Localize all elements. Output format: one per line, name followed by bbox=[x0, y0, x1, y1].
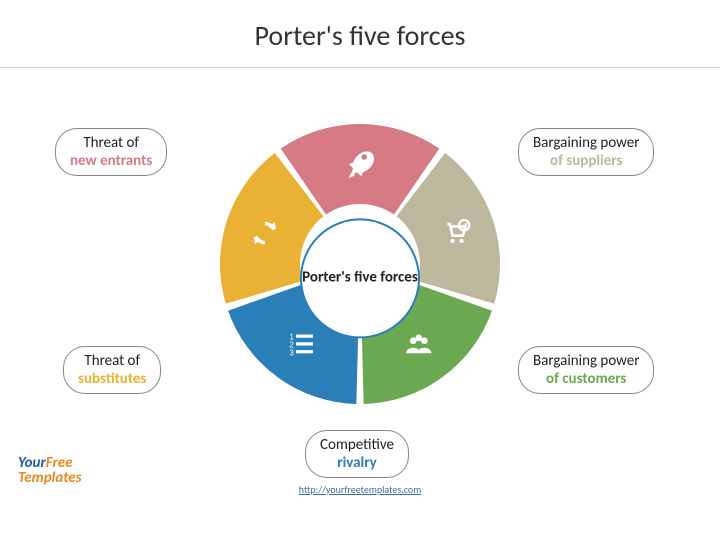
label-bargaining-suppliers: Bargaining powerof suppliers bbox=[518, 128, 654, 176]
label-line1: Bargaining power bbox=[533, 352, 639, 370]
label-threat-new-entrants: Threat ofnew entrants bbox=[55, 128, 167, 176]
label-line2: new entrants bbox=[70, 152, 152, 170]
chart-area: 123 Porter's five forces Threat ofnew en… bbox=[0, 68, 720, 508]
logo-part-templates: Templates bbox=[18, 469, 82, 487]
label-line2: of customers bbox=[533, 370, 639, 388]
label-line1: Threat of bbox=[70, 134, 152, 152]
label-line1: Bargaining power bbox=[533, 134, 639, 152]
footer-link[interactable]: http://yourfreetemplates.com bbox=[299, 483, 421, 496]
label-line2: rivalry bbox=[320, 454, 394, 472]
page-title: Porter's five forces bbox=[0, 0, 720, 53]
label-threat-substitutes: Threat ofsubstitutes bbox=[63, 346, 161, 394]
brand-logo: YourFree Templates bbox=[18, 456, 82, 486]
center-label: Porter's five forces bbox=[300, 218, 420, 338]
label-competitive-rivalry: Competitiverivalry bbox=[305, 430, 409, 478]
label-line1: Threat of bbox=[78, 352, 146, 370]
label-bargaining-customers: Bargaining powerof customers bbox=[518, 346, 654, 394]
label-line1: Competitive bbox=[320, 436, 394, 454]
label-line2: of suppliers bbox=[533, 152, 639, 170]
label-line2: substitutes bbox=[78, 370, 146, 388]
svg-text:3: 3 bbox=[290, 348, 294, 357]
